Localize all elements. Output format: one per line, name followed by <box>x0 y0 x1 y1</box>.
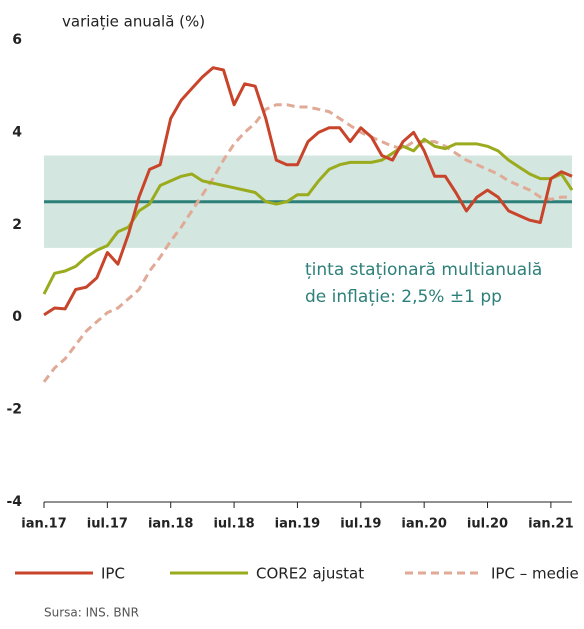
y-axis-label: variație anuală (%) <box>62 13 205 31</box>
legend-label: IPC – medie <box>491 565 579 583</box>
x-tick-label: ian.20 <box>401 517 447 532</box>
source: Sursa: INS. BNR <box>44 606 139 620</box>
x-tick-label: iul.19 <box>340 517 381 532</box>
y-tick-label: -2 <box>6 402 22 418</box>
y-tick-label: 6 <box>12 32 22 48</box>
legend-label: IPC <box>101 565 125 583</box>
x-tick-label: ian.21 <box>528 517 574 532</box>
y-tick-label: -4 <box>6 494 22 510</box>
x-tick-label: iul.18 <box>213 517 254 532</box>
x-tick-label: iul.20 <box>467 517 508 532</box>
x-tick-label: iul.17 <box>87 517 128 532</box>
series-line <box>43 66 573 317</box>
annotation: ținta staționară multianuală <box>305 260 542 280</box>
y-tick-label: 0 <box>12 309 22 325</box>
legend-label: CORE2 ajustat <box>256 565 364 583</box>
series-line <box>42 103 572 383</box>
y-tick-label: 4 <box>12 124 22 140</box>
annotation: de inflație: 2,5% ±1 pp <box>305 287 502 307</box>
y-tick-label: 2 <box>12 217 22 233</box>
x-tick-label: ian.19 <box>275 517 321 532</box>
x-tick-label: ian.18 <box>148 517 194 532</box>
x-tick-label: ian.17 <box>21 517 67 532</box>
